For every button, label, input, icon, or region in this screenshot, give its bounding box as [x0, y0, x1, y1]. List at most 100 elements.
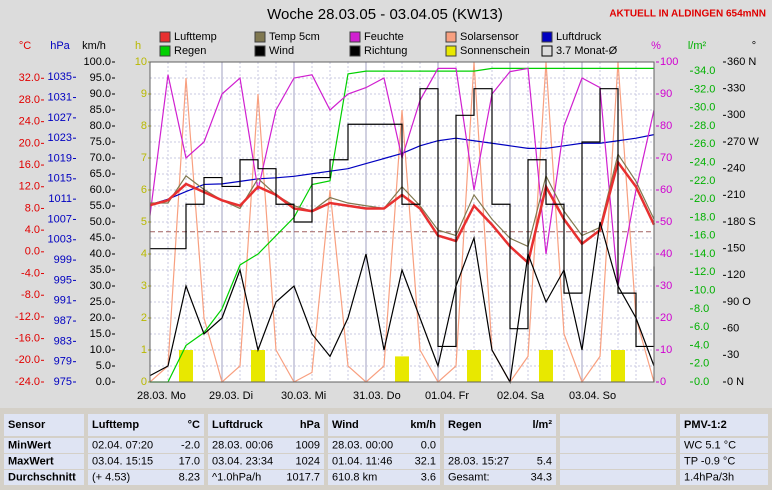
- tick-label: 1003: [48, 234, 72, 246]
- tick-label: 20.0: [694, 193, 715, 205]
- table-text: WC 5.1 °C: [684, 439, 736, 451]
- tick-label: 300: [727, 109, 745, 121]
- table-cell: [328, 470, 440, 485]
- tick-label: 32.0: [19, 72, 40, 84]
- tick-label: 7: [141, 152, 147, 164]
- tick-label: 6: [141, 184, 147, 196]
- legend-label: 3.7 Monat-Ø: [556, 45, 618, 57]
- tick-label: 1023: [48, 132, 72, 144]
- legend-swatch: [254, 45, 266, 57]
- tick-label: 3: [141, 280, 147, 292]
- table-text: 28.03. 00:06: [212, 439, 273, 451]
- table-text: l/m²: [532, 419, 552, 431]
- legend-label: Wind: [269, 45, 294, 57]
- tick-label: 90 O: [727, 296, 751, 308]
- table-cell: [680, 454, 768, 469]
- table-text: 1009: [296, 439, 320, 451]
- table-cell: [328, 414, 440, 436]
- legend-label: Sonnenschein: [460, 45, 530, 57]
- tick-label: 35.0: [90, 264, 111, 276]
- table-text: 5.4: [537, 455, 552, 467]
- table-cell: [88, 438, 204, 453]
- legend-swatch: [445, 31, 457, 43]
- tick-label: 40.0: [90, 248, 111, 260]
- table-text: Gesamt:: [448, 471, 490, 483]
- tick-label: 1007: [48, 213, 72, 225]
- tick-label: 999: [54, 254, 72, 266]
- table-cell: [560, 414, 676, 436]
- table-cell: [560, 438, 676, 453]
- tick-label: 120: [727, 269, 745, 281]
- axis-title: l/m²: [688, 40, 707, 52]
- x-tick-label: 01.04. Fr: [425, 390, 469, 402]
- tick-label: 20: [660, 312, 672, 324]
- tick-label: 10.0: [90, 344, 111, 356]
- series-line: [149, 61, 655, 384]
- table-text: 17.0: [179, 455, 200, 467]
- tick-label: 24.0: [19, 116, 40, 128]
- tick-label: -16.0: [15, 333, 40, 345]
- sunshine-bar: [179, 350, 193, 382]
- x-tick-label: 29.03. Di: [209, 390, 253, 402]
- tick-label: 30: [727, 349, 739, 361]
- tick-label: 80: [660, 120, 672, 132]
- axis-title: °: [752, 40, 756, 52]
- x-tick-label: 28.03. Mo: [137, 390, 186, 402]
- table-cell: [208, 438, 324, 453]
- legend-swatch: [541, 45, 553, 57]
- table-cell: [4, 454, 84, 469]
- tick-label: 45.0: [90, 232, 111, 244]
- legend-label: Luftdruck: [556, 31, 602, 43]
- tick-label: 40: [660, 248, 672, 260]
- x-tick-label: 31.03. Do: [353, 390, 401, 402]
- tick-label: -20.0: [15, 354, 40, 366]
- table-cell: [328, 454, 440, 469]
- tick-label: 180 S: [727, 216, 756, 228]
- sunshine-bar: [467, 350, 481, 382]
- tick-label: 987: [54, 315, 72, 327]
- tick-label: 90: [660, 88, 672, 100]
- chart-title: Woche 28.03.05 - 03.04.05 (KW13): [267, 6, 503, 23]
- table-text: Luftdruck: [212, 419, 264, 431]
- tick-label: 979: [54, 356, 72, 368]
- axis-title: h: [135, 40, 141, 52]
- tick-label: 70: [660, 152, 672, 164]
- tick-label: 991: [54, 295, 72, 307]
- tick-label: 9: [141, 88, 147, 100]
- table-cell: [4, 414, 84, 436]
- legend-label: Regen: [174, 45, 206, 57]
- tick-label: 24.0: [694, 156, 715, 168]
- tick-label: -4.0: [21, 267, 40, 279]
- table-cell: [4, 438, 84, 453]
- tick-label: 60: [660, 184, 672, 196]
- legend-swatch: [254, 31, 266, 43]
- table-cell: [208, 470, 324, 485]
- legend-swatch: [349, 31, 361, 43]
- legend-label: Feuchte: [364, 31, 404, 43]
- table-cell: [208, 414, 324, 436]
- tick-label: 0.0: [25, 246, 40, 258]
- table-text: 610.8 km: [332, 471, 377, 483]
- tick-label: 12.0: [19, 181, 40, 193]
- legend-label: Solarsensor: [460, 31, 519, 43]
- tick-label: 100.0: [83, 56, 111, 68]
- tick-label: 6.0: [694, 321, 709, 333]
- x-tick-label: 02.04. Sa: [497, 390, 545, 402]
- tick-label: 270 W: [727, 136, 759, 148]
- legend-swatch: [159, 45, 171, 57]
- tick-label: 14.0: [694, 248, 715, 260]
- tick-label: 4.0: [25, 224, 40, 236]
- tick-label: -24.0: [15, 376, 40, 388]
- tick-label: 15.0: [90, 328, 111, 340]
- tick-label: 8.0: [25, 202, 40, 214]
- tick-label: 1027: [48, 112, 72, 124]
- sunshine-bar: [539, 350, 553, 382]
- tick-label: 360 N: [727, 56, 756, 68]
- tick-label: 1015: [48, 173, 72, 185]
- tick-label: 12.0: [694, 266, 715, 278]
- tick-label: 32.0: [694, 83, 715, 95]
- tick-label: 30: [660, 280, 672, 292]
- tick-label: 2: [141, 312, 147, 324]
- tick-label: 60.0: [90, 184, 111, 196]
